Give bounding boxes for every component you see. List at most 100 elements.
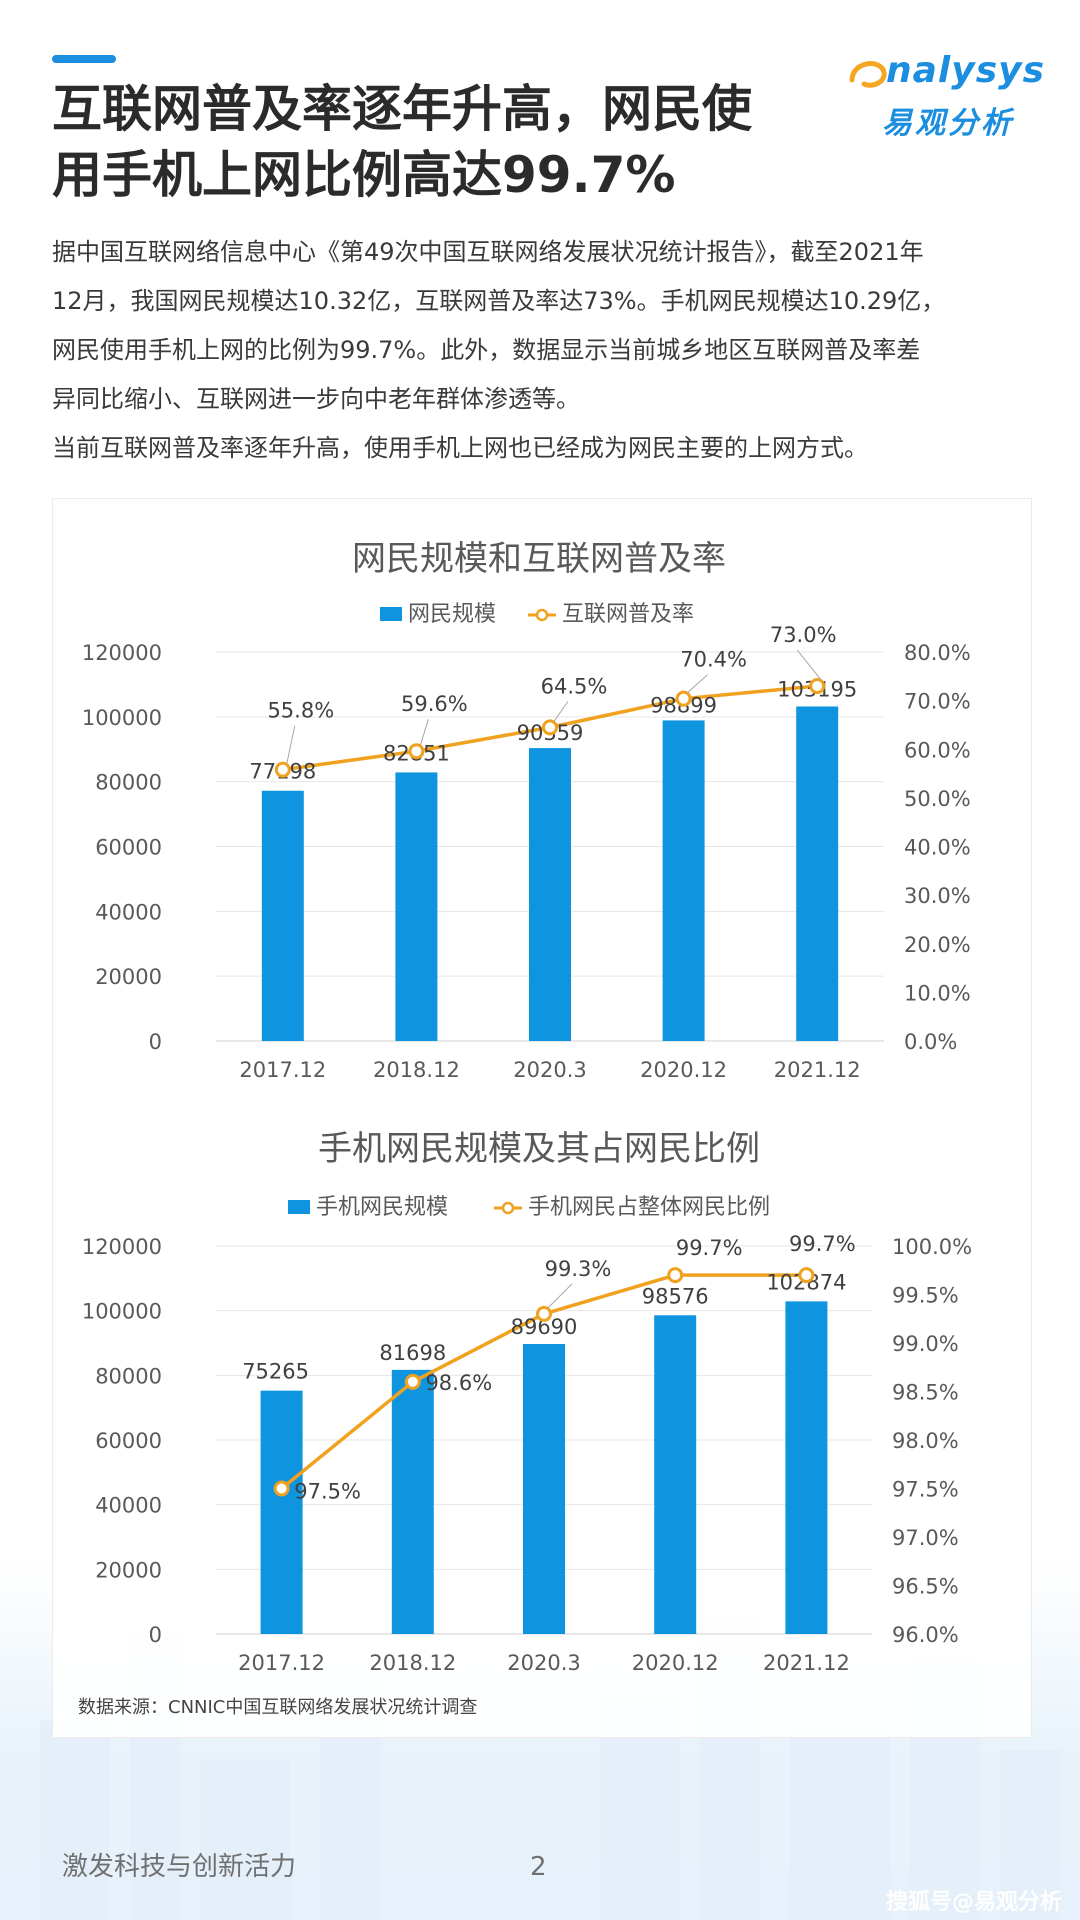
y-tick-label: 120000 [82, 1235, 162, 1259]
bar-value-label: 98576 [642, 1284, 709, 1308]
bar-value-label: 81698 [379, 1341, 446, 1365]
x-tick-label: 2021.12 [763, 1651, 850, 1675]
y-tick-label: 80000 [95, 1364, 162, 1388]
page-number: 2 [530, 1852, 547, 1882]
legend-label: 手机网民规模 [316, 1195, 448, 1220]
legend-label: 互联网普及率 [562, 602, 694, 627]
line-value-label: 99.7% [789, 1232, 856, 1256]
x-tick-label: 2020.3 [507, 1651, 580, 1675]
y-tick-label: 120000 [82, 641, 162, 665]
y-tick-label: 100000 [82, 706, 162, 730]
intro-line: 网民使用手机上网的比例为99.7%。此外，数据显示当前城乡地区互联网普及率差 [52, 336, 921, 364]
y2-tick-label: 96.5% [892, 1575, 959, 1599]
y2-tick-label: 97.0% [892, 1526, 959, 1550]
line-marker [273, 1480, 290, 1497]
y2-tick-label: 70.0% [904, 690, 971, 714]
label-leader-line [553, 701, 569, 722]
legend-marker [501, 1201, 515, 1215]
y2-tick-label: 99.0% [892, 1332, 959, 1356]
analysys-logo: nalysys 易观分析 [846, 48, 1044, 141]
bar [654, 1315, 697, 1634]
intro-line: 当前互联网普及率逐年升高，使用手机上网也已经成为网民主要的上网方式。 [52, 434, 868, 462]
footer-watermark: 搜狐号@易观分析 [886, 1890, 1063, 1915]
label-leader-line [687, 674, 708, 694]
line-marker [809, 678, 826, 695]
bar [395, 772, 438, 1041]
y-tick-label: 40000 [95, 900, 162, 924]
intro-line: 据中国互联网络信息中心《第49次中国互联网络发展状况统计报告》，截至2021年 [52, 238, 924, 266]
line-marker [798, 1267, 815, 1284]
intro-line: 12月，我国网民规模达10.32亿，互联网普及率达73%。手机网民规模达10.2… [52, 287, 946, 315]
logo-wordmark: nalysys [886, 50, 1046, 91]
y2-tick-label: 60.0% [904, 738, 971, 762]
y2-tick-label: 40.0% [904, 836, 971, 860]
legend-label: 网民规模 [408, 602, 496, 627]
line-value-label: 59.6% [401, 692, 468, 716]
x-tick-label: 2018.12 [373, 1058, 460, 1082]
x-tick-label: 2017.12 [239, 1058, 326, 1082]
y2-tick-label: 96.0% [892, 1623, 959, 1647]
line-value-label: 70.4% [680, 648, 747, 672]
bar [523, 1344, 565, 1634]
line-marker [404, 1373, 421, 1390]
line-marker [274, 761, 291, 778]
y-tick-label: 20000 [95, 965, 162, 989]
label-leader-line [796, 649, 822, 681]
x-tick-label: 2020.12 [632, 1651, 719, 1675]
chart-title: 手机网民规模及其占网民比例 [318, 1129, 760, 1169]
bar [261, 790, 304, 1041]
y-tick-label: 0 [149, 1623, 162, 1647]
line-value-label: 99.3% [545, 1257, 612, 1281]
data-source-note: 数据来源：CNNIC中国互联网络发展状况统计调查 [78, 1697, 478, 1718]
line-marker [408, 743, 425, 760]
line-marker [536, 1305, 552, 1322]
legend-label: 手机网民占整体网民比例 [528, 1195, 770, 1220]
y2-tick-label: 20.0% [904, 933, 971, 957]
bar [529, 748, 571, 1041]
line-value-label: 55.8% [267, 699, 334, 723]
legend-bar-swatch [288, 1200, 310, 1214]
line-value-label: 97.5% [294, 1480, 361, 1504]
title-accent-bar [52, 55, 116, 63]
x-tick-label: 2021.12 [774, 1058, 861, 1082]
y2-tick-label: 100.0% [892, 1235, 972, 1259]
line-marker [667, 1267, 684, 1284]
chart-title: 网民规模和互联网普及率 [352, 539, 726, 579]
x-tick-label: 2018.12 [369, 1651, 456, 1675]
y-tick-label: 40000 [95, 1494, 162, 1518]
y2-tick-label: 97.5% [892, 1478, 959, 1502]
y2-tick-label: 99.5% [892, 1284, 959, 1308]
x-tick-label: 2020.12 [640, 1058, 727, 1082]
line-value-label: 73.0% [770, 623, 837, 647]
line-value-label: 64.5% [541, 674, 608, 698]
y2-tick-label: 98.0% [892, 1429, 959, 1453]
y-tick-label: 60000 [95, 836, 162, 860]
page-title: 互联网普及率逐年升高，网民使 用手机上网比例高达99.7% [52, 76, 852, 208]
y2-tick-label: 80.0% [904, 641, 971, 665]
bar [260, 1390, 303, 1634]
page-title-line1: 互联网普及率逐年升高，网民使 [52, 80, 752, 138]
y2-tick-label: 30.0% [904, 884, 971, 908]
bar-value-label: 75265 [242, 1360, 309, 1384]
y-tick-label: 100000 [82, 1300, 162, 1324]
intro-line: 异同比缩小、互联网进一步向中老年群体渗透等。 [52, 385, 580, 413]
bar [662, 720, 705, 1041]
intro-paragraph: 据中国互联网络信息中心《第49次中国互联网络发展状况统计报告》，截至2021年 … [52, 228, 1036, 473]
line-value-label: 98.6% [425, 1371, 492, 1395]
y-tick-label: 20000 [95, 1558, 162, 1582]
y2-tick-label: 10.0% [904, 981, 971, 1005]
logo-chinese-name: 易观分析 [882, 106, 1014, 141]
bar [796, 706, 839, 1041]
legend-bar-swatch [380, 607, 402, 621]
y-tick-label: 80000 [95, 771, 162, 795]
y2-tick-label: 50.0% [904, 787, 971, 811]
legend-marker [535, 608, 549, 622]
page-title-line2: 用手机上网比例高达99.7% [52, 146, 676, 204]
label-leader-line [286, 725, 296, 764]
logo-swoosh-icon [849, 61, 887, 88]
x-tick-label: 2020.3 [513, 1058, 586, 1082]
label-leader-line [419, 719, 429, 746]
footer-slogan: 激发科技与创新活力 [62, 1852, 297, 1882]
